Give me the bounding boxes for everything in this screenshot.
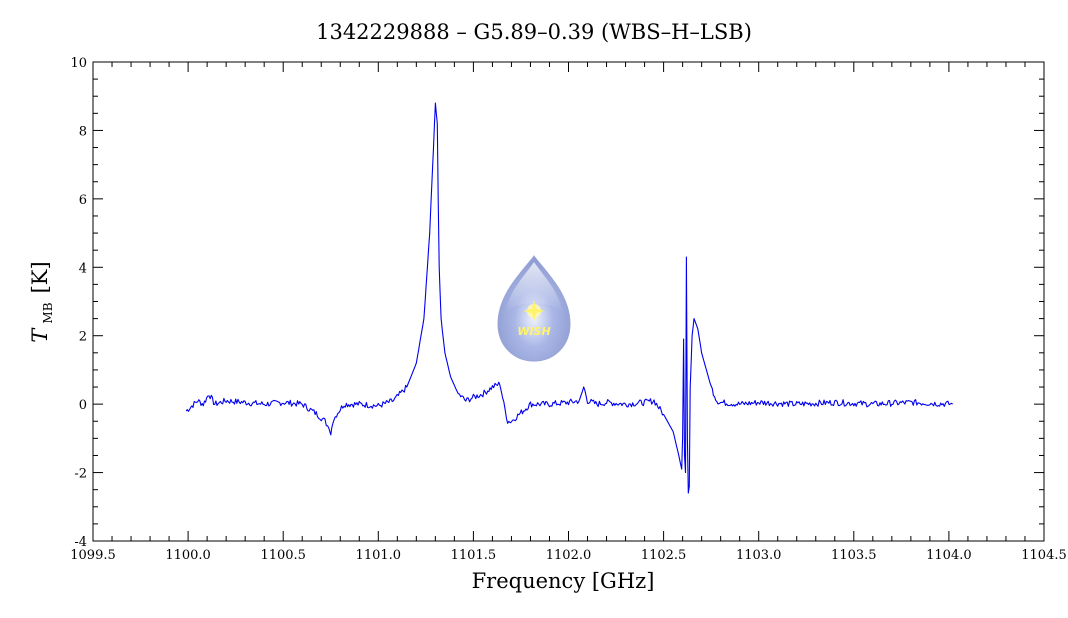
x-tick-label: 1103.0 [736,548,782,563]
wish-logo: WISH [497,255,571,362]
x-tick-label: 1102.5 [641,548,687,563]
chart-title: 1342229888 – G5.89–0.39 (WBS–H–LSB) [316,20,752,44]
x-tick-label: 1100.0 [165,548,211,563]
x-tick-label: 1102.0 [546,548,592,563]
x-axis-label: Frequency [GHz] [472,569,655,593]
y-axis-label: T MB [K] [28,261,56,342]
y-tick-label: -4 [74,535,87,550]
svg-text:T MB [K]: T MB [K] [28,261,56,342]
logo-text: WISH [517,325,550,338]
x-tick-labels: 1099.5 1100.0 1100.5 1101.0 1101.5 1102.0 1102… [70,548,1067,563]
x-tick-label: 1103.5 [831,548,877,563]
y-tick-label: 10 [70,56,87,71]
plot-frame [92,61,1045,542]
y-tick-label: -2 [74,467,87,482]
y-axis-symbol: T [28,327,52,343]
star-icon [523,300,545,322]
x-tick-label: 1099.5 [70,548,116,563]
y-tick-label: 2 [79,330,87,345]
y-tick-label: 6 [79,193,87,208]
x-tick-label: 1101.5 [451,548,497,563]
y-axis-subscript: MB [41,302,55,323]
y-tick-labels: -4 -2 0 2 4 6 8 10 [70,56,87,550]
y-axis-unit: [K] [28,261,52,293]
x-tick-label: 1104.5 [1021,548,1067,563]
x-tick-label: 1101.0 [356,548,402,563]
x-tick-label: 1100.5 [260,548,306,563]
y-tick-label: 8 [79,124,87,139]
axis-ticks [92,61,1045,542]
y-tick-label: 0 [79,398,87,413]
x-tick-label: 1104.0 [926,548,972,563]
spectrum-line [185,102,954,494]
y-tick-label: 4 [79,261,87,276]
